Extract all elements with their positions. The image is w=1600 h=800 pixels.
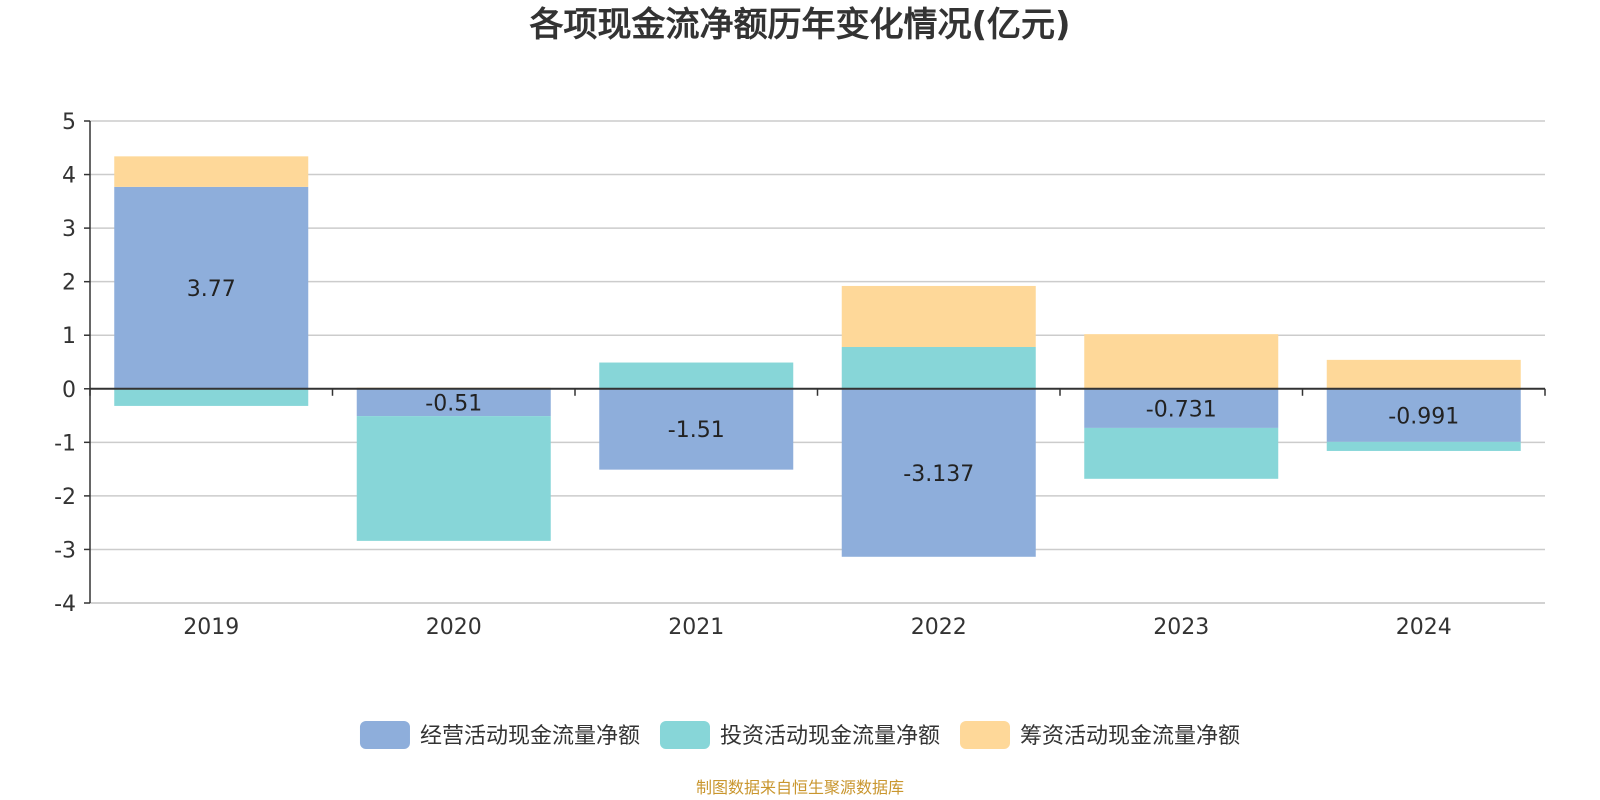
bar-1-2019 <box>114 186 309 389</box>
legend-swatch-2 <box>659 721 710 749</box>
y-tick-label: 0 <box>62 378 76 403</box>
bar-1-2021 <box>599 388 794 470</box>
y-tick-label: -4 <box>54 592 76 617</box>
x-tick-label: 2024 <box>1396 615 1452 640</box>
bar-2-2021 <box>599 362 794 389</box>
data-labels-layer: 3.77 -0.51 -1.51 -3.137 -0.731 -0.991 <box>187 277 1459 487</box>
y-tick-label: 2 <box>62 271 76 296</box>
data-label: -3.137 <box>903 462 974 487</box>
bar-2-2022 <box>841 347 1036 389</box>
bar-2-2024 <box>1326 441 1521 451</box>
legend-swatch-3 <box>960 721 1011 749</box>
x-tick-label: 2020 <box>426 615 482 640</box>
x-tick-label: 2021 <box>668 615 724 640</box>
x-tick-label: 2019 <box>183 615 239 640</box>
legend-label-1: 经营活动现金流量净额 <box>420 724 640 749</box>
grid-layer <box>90 120 1545 604</box>
y-tick-label: 5 <box>62 110 76 135</box>
legend-label-3: 筹资活动现金流量净额 <box>1020 724 1240 749</box>
y-tick-label: -2 <box>54 485 76 510</box>
bar-2-2023 <box>1084 427 1279 479</box>
bar-1-2023 <box>1084 388 1279 428</box>
bar-3-2022 <box>841 285 1036 348</box>
legend-label-2: 投资活动现金流量净额 <box>720 724 940 749</box>
legend-swatch-1 <box>359 721 410 749</box>
source-note: 制图数据来自恒生聚源数据库 <box>696 778 904 797</box>
y-tick-label: 4 <box>62 164 76 189</box>
bar-3-2024 <box>1326 359 1521 389</box>
axes-layer: 5 4 3 2 1 0 -1 -2 -3 -4 2019 2020 2021 2022 2023 2024 <box>54 110 1546 640</box>
y-tick-label: -3 <box>54 538 76 563</box>
y-tick-label: -1 <box>54 431 76 456</box>
data-label: -0.51 <box>425 391 482 416</box>
bar-1-2022 <box>841 388 1036 557</box>
x-tick-label: 2023 <box>1153 615 1209 640</box>
chart-title: 各项现金流净额历年变化情况(亿元) <box>529 5 1070 45</box>
legend: 经营活动现金流量净额 投资活动现金流量净额 筹资活动现金流量净额 <box>359 721 1240 749</box>
bar-1-2020 <box>356 388 551 417</box>
bar-2-2020 <box>356 416 551 541</box>
bars-layer <box>114 156 1521 557</box>
bar-3-2023 <box>1084 334 1279 389</box>
x-tick-label: 2022 <box>911 615 967 640</box>
data-label: -0.731 <box>1146 397 1217 422</box>
bar-3-2019 <box>114 156 309 187</box>
y-tick-label: 3 <box>62 217 76 242</box>
y-tick-label: 1 <box>62 324 76 349</box>
data-label: 3.77 <box>187 277 236 302</box>
bar-1-2024 <box>1326 388 1521 442</box>
data-label: -0.991 <box>1388 404 1459 429</box>
bar-2-2019 <box>114 388 309 406</box>
data-label: -1.51 <box>668 418 725 443</box>
